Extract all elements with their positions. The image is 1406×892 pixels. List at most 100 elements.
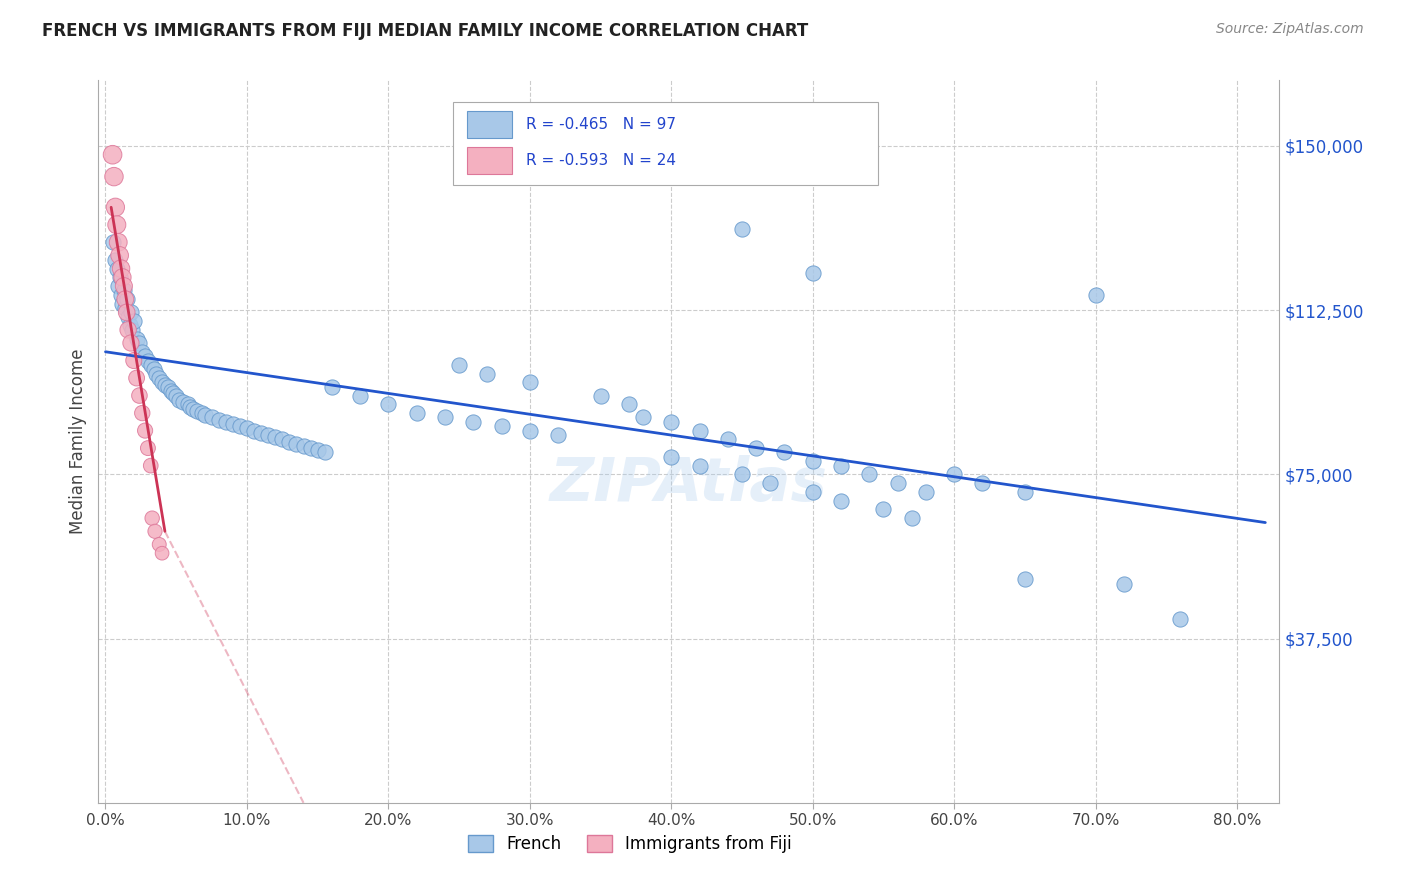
Point	[110, 261, 132, 276]
Point	[148, 537, 170, 551]
Point	[307, 443, 329, 458]
Point	[915, 484, 938, 499]
Point	[236, 421, 259, 435]
Point	[631, 410, 654, 425]
FancyBboxPatch shape	[467, 111, 512, 138]
Text: FRENCH VS IMMIGRANTS FROM FIJI MEDIAN FAMILY INCOME CORRELATION CHART: FRENCH VS IMMIGRANTS FROM FIJI MEDIAN FA…	[42, 22, 808, 40]
Point	[186, 404, 208, 418]
Point	[285, 436, 308, 450]
Point	[689, 424, 711, 438]
Point	[125, 371, 148, 385]
Point	[148, 371, 170, 385]
Point	[900, 511, 922, 525]
Point	[143, 524, 166, 539]
Point	[139, 358, 162, 372]
Point	[943, 467, 966, 482]
Point	[101, 235, 124, 250]
Point	[141, 511, 163, 525]
Point	[165, 388, 187, 402]
Point	[110, 288, 132, 302]
Point	[139, 458, 162, 473]
Point	[250, 425, 273, 440]
Point	[101, 147, 124, 161]
Point	[134, 424, 156, 438]
Point	[108, 248, 131, 262]
Point	[491, 419, 513, 434]
Point	[264, 430, 287, 444]
Point	[108, 270, 131, 285]
Point	[153, 377, 176, 392]
Point	[107, 235, 129, 250]
Point	[131, 406, 153, 420]
Point	[519, 424, 541, 438]
Point	[449, 358, 471, 372]
Point	[222, 417, 245, 431]
Point	[1014, 484, 1036, 499]
Point	[136, 353, 159, 368]
Point	[243, 424, 266, 438]
Text: R = -0.465   N = 97: R = -0.465 N = 97	[526, 117, 676, 132]
Point	[136, 441, 159, 455]
Point	[617, 397, 640, 411]
Text: R = -0.593   N = 24: R = -0.593 N = 24	[526, 153, 676, 168]
Point	[257, 428, 280, 442]
Point	[801, 484, 824, 499]
Point	[477, 367, 499, 381]
Text: Source: ZipAtlas.com: Source: ZipAtlas.com	[1216, 22, 1364, 37]
Point	[215, 415, 238, 429]
Point	[731, 467, 754, 482]
Point	[349, 388, 371, 402]
Point	[117, 310, 139, 324]
Point	[314, 445, 336, 459]
Point	[773, 445, 796, 459]
FancyBboxPatch shape	[453, 102, 877, 185]
Point	[801, 266, 824, 280]
Point	[405, 406, 427, 420]
Point	[104, 252, 127, 267]
Point	[321, 380, 343, 394]
Point	[104, 200, 127, 214]
Point	[181, 401, 204, 416]
Point	[759, 476, 782, 491]
Point	[122, 314, 145, 328]
Point	[167, 392, 190, 407]
Point	[1014, 573, 1036, 587]
Point	[200, 410, 222, 425]
Point	[547, 428, 569, 442]
Point	[190, 406, 212, 420]
Point	[830, 493, 852, 508]
Point	[131, 344, 153, 359]
Point	[114, 292, 136, 306]
Point	[731, 222, 754, 236]
Point	[193, 409, 215, 423]
Point	[1112, 577, 1135, 591]
Point	[229, 419, 252, 434]
Point	[433, 410, 456, 425]
Point	[142, 362, 165, 376]
Point	[134, 349, 156, 363]
Point	[208, 412, 231, 426]
Y-axis label: Median Family Income: Median Family Income	[69, 349, 87, 534]
Point	[105, 218, 128, 232]
Point	[745, 441, 768, 455]
Point	[176, 397, 198, 411]
Point	[150, 546, 173, 560]
Point	[872, 502, 894, 516]
Point	[122, 353, 145, 368]
Point	[112, 284, 135, 298]
Point	[118, 318, 141, 333]
Text: ZIPAtlas: ZIPAtlas	[550, 456, 828, 515]
Point	[858, 467, 880, 482]
Point	[717, 433, 740, 447]
Point	[120, 305, 142, 319]
Point	[162, 386, 184, 401]
Point	[179, 400, 201, 414]
Point	[689, 458, 711, 473]
Point	[150, 376, 173, 390]
Point	[801, 454, 824, 468]
FancyBboxPatch shape	[467, 147, 512, 174]
Point	[172, 395, 194, 409]
Point	[103, 169, 125, 184]
Point	[145, 367, 167, 381]
Point	[886, 476, 908, 491]
